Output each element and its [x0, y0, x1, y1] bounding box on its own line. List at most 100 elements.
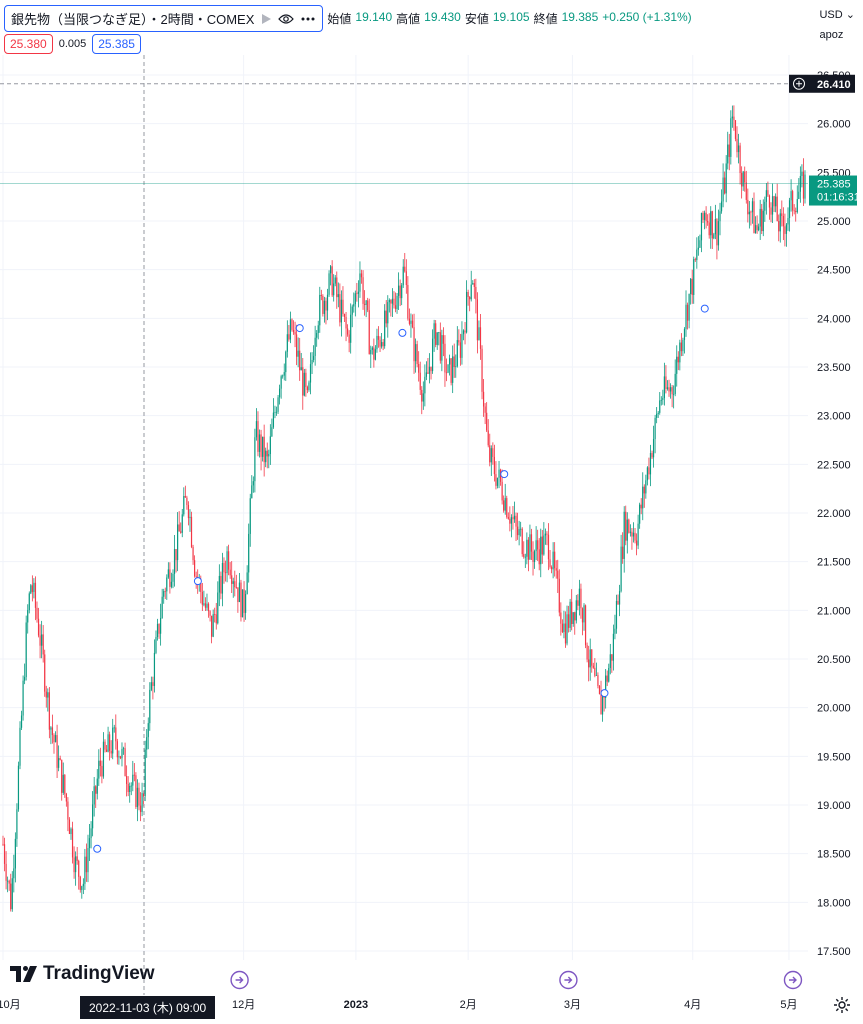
candle	[320, 289, 322, 301]
candle	[798, 178, 800, 200]
candle-body	[606, 675, 608, 682]
candle	[578, 579, 580, 616]
candle-body	[727, 144, 729, 164]
economic-event-icon[interactable]	[783, 970, 803, 990]
candle	[271, 418, 273, 437]
ask-button[interactable]: 25.385	[92, 34, 141, 54]
candle-body	[416, 344, 418, 365]
candle	[58, 745, 60, 772]
economic-event-icon[interactable]	[559, 970, 578, 990]
candle-body	[476, 299, 479, 341]
candle	[13, 854, 15, 893]
candle	[220, 571, 222, 600]
candle	[87, 834, 89, 883]
candle-body	[360, 273, 363, 278]
candle	[504, 483, 506, 515]
candle-body	[509, 518, 511, 524]
candle-body	[385, 310, 387, 324]
candle	[495, 461, 497, 490]
candle	[756, 215, 758, 234]
candle-body	[532, 551, 534, 563]
candle-body	[625, 511, 627, 541]
candle	[237, 587, 239, 613]
candle-body	[510, 517, 512, 524]
candle	[775, 193, 777, 213]
flag-icon[interactable]	[260, 13, 272, 25]
more-options-icon[interactable]	[300, 16, 316, 22]
candle-body	[286, 334, 288, 352]
candle-body	[268, 454, 270, 457]
candle	[207, 602, 210, 618]
candle-body	[739, 145, 741, 174]
candle	[10, 873, 12, 912]
candle-body	[177, 524, 179, 561]
candle	[192, 544, 194, 565]
candle-body	[648, 467, 650, 475]
candle	[660, 396, 662, 406]
candle-body	[597, 675, 599, 686]
candle	[169, 562, 171, 594]
candle-body	[708, 222, 710, 236]
price-tick-label: 26.000	[817, 119, 851, 131]
candle	[22, 675, 24, 721]
candle	[459, 333, 462, 366]
candle	[155, 630, 157, 655]
candle	[693, 256, 695, 304]
candle-body	[751, 201, 754, 213]
candle-body	[516, 526, 519, 536]
gear-icon	[834, 997, 850, 1013]
candle	[784, 213, 786, 247]
candle-body	[124, 748, 126, 777]
candle	[558, 569, 560, 617]
scale-mode-label[interactable]: apoz	[819, 29, 844, 41]
candle-body	[646, 467, 648, 481]
eye-icon[interactable]	[278, 13, 295, 25]
candle	[719, 202, 721, 236]
economic-event-icon[interactable]	[230, 970, 249, 990]
candle	[792, 189, 794, 217]
candle-body	[379, 339, 381, 347]
candle	[84, 848, 86, 890]
candle-body	[73, 857, 75, 873]
candle-body	[589, 649, 591, 668]
candle	[503, 495, 505, 513]
symbol-title-box[interactable]: 銀先物（当限つなぎ足）・2時間・COMEX	[4, 5, 324, 32]
candle	[779, 208, 781, 243]
candle-body	[788, 200, 791, 219]
candle	[421, 386, 423, 415]
candle	[322, 294, 324, 317]
candle	[382, 338, 384, 351]
bid-button[interactable]: 25.380	[4, 34, 53, 54]
candle-body	[561, 623, 563, 633]
settings-gear[interactable]	[833, 996, 851, 1019]
candle-body	[489, 445, 491, 463]
candle-body	[113, 727, 115, 729]
candle-body	[365, 300, 367, 305]
candle-body	[793, 210, 795, 212]
candle-body	[456, 340, 458, 367]
candle	[73, 846, 75, 879]
candle	[544, 528, 546, 545]
candle	[750, 210, 752, 226]
candle-body	[245, 594, 247, 613]
candle-body	[187, 504, 190, 519]
candle-body	[232, 581, 234, 584]
tradingview-logo[interactable]: TradingView	[10, 963, 155, 985]
candle	[455, 354, 457, 378]
candle	[506, 495, 508, 519]
candle-body	[544, 533, 546, 536]
candle-body	[294, 332, 296, 335]
candle-body	[334, 277, 336, 284]
candle-body	[543, 535, 545, 555]
candle	[566, 605, 568, 646]
currency-selector[interactable]: USD ⌄	[819, 8, 855, 21]
candle-body	[367, 300, 369, 311]
candle-body	[285, 351, 287, 373]
candle	[396, 293, 398, 314]
candle-body	[183, 496, 185, 515]
candle-body	[33, 582, 35, 592]
candle-body	[139, 805, 142, 813]
candle-body	[132, 774, 134, 786]
candle-body	[314, 337, 316, 356]
